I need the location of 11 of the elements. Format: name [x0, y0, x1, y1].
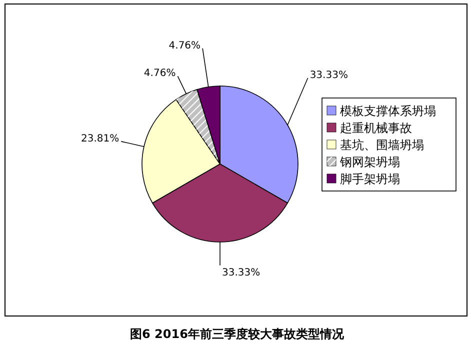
data-label: 23.81%: [81, 133, 120, 144]
data-label: 33.33%: [222, 267, 260, 278]
legend-label: 起重机械事故: [340, 121, 412, 135]
data-label: 33.33%: [310, 70, 348, 81]
text: 图6 2016年前三季度较大事故类型情况: [130, 327, 345, 341]
data-label: 4.76%: [144, 68, 176, 80]
legend-label: 脚手架坍塌: [340, 172, 400, 186]
data-label: 4.76%: [168, 40, 201, 52]
legend-label: 模板支撑体系坍塌: [340, 104, 436, 118]
legend-label: 钢网架坍塌: [339, 155, 400, 169]
legend-label: 基坑、围墙坍塌: [340, 138, 424, 152]
